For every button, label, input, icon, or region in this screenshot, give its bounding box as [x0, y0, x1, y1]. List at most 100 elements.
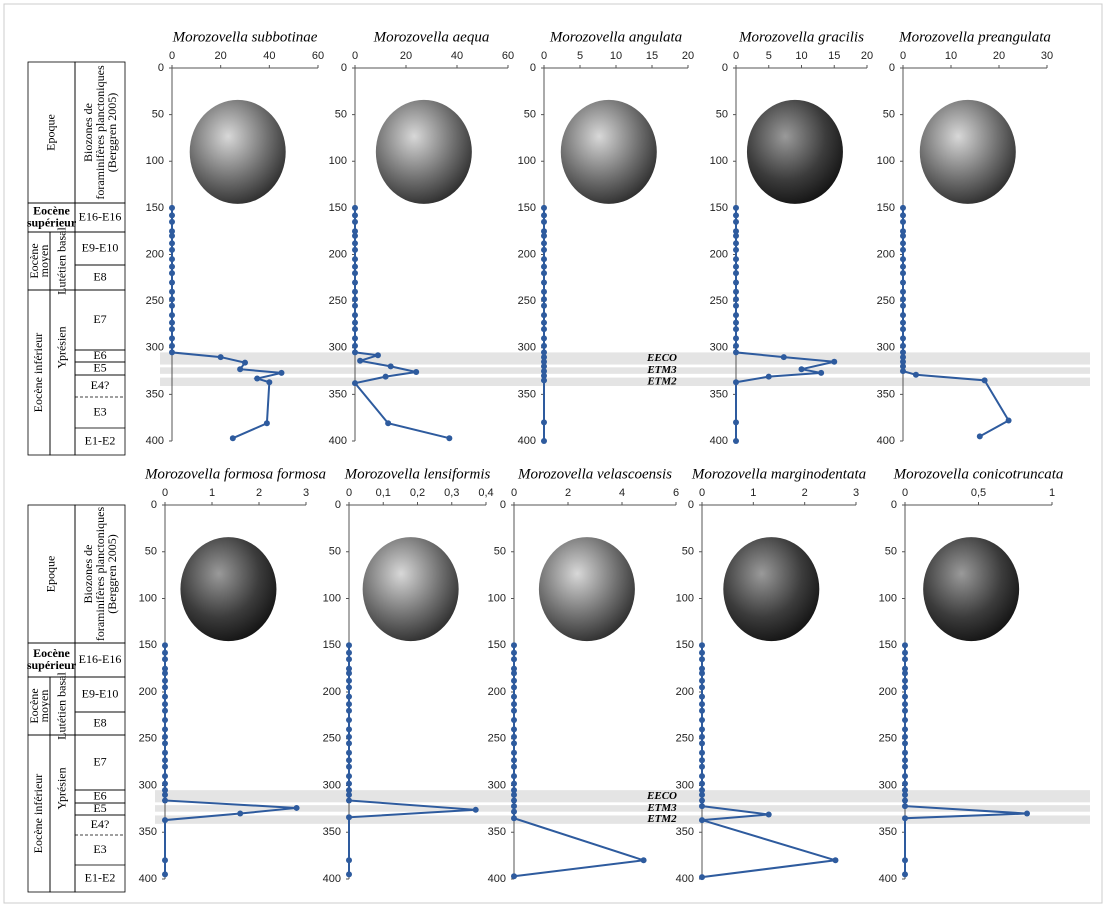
- data-point: [162, 740, 168, 747]
- data-point: [541, 438, 547, 444]
- data-point: [346, 693, 352, 700]
- x-tick-label: 20: [861, 50, 873, 62]
- data-line: [171, 207, 282, 440]
- data-point: [346, 717, 352, 724]
- y-tick-label: 50: [885, 546, 897, 558]
- data-point: [511, 677, 517, 684]
- y-tick-label: 200: [139, 686, 157, 698]
- zone-label: E3: [93, 842, 106, 856]
- y-tick-label: 200: [146, 248, 164, 260]
- data-point: [902, 707, 908, 714]
- data-point: [733, 256, 739, 263]
- data-line: [701, 645, 836, 879]
- y-tick-label: 150: [676, 639, 694, 651]
- chart-title: Morozovella velascoensis: [517, 466, 672, 482]
- y-tick-label: 350: [488, 826, 506, 838]
- y-tick-label: 0: [722, 62, 728, 74]
- data-point: [254, 375, 261, 382]
- zone-label: E9-E10: [82, 686, 119, 700]
- data-point: [346, 665, 352, 672]
- y-tick-label: 400: [518, 435, 536, 447]
- epoch-label: Eocène: [27, 688, 41, 723]
- data-point: [900, 218, 906, 225]
- y-tick-label: 300: [676, 779, 694, 791]
- data-point: [900, 312, 906, 319]
- data-point: [352, 319, 358, 326]
- data-point: [902, 656, 908, 663]
- x-tick-label: 15: [828, 50, 840, 62]
- data-point: [900, 240, 906, 247]
- data-point: [900, 232, 906, 239]
- data-point: [902, 684, 908, 691]
- data-point: [900, 270, 906, 277]
- data-point: [169, 342, 175, 349]
- data-point: [387, 363, 394, 370]
- data-point: [780, 354, 787, 361]
- data-point: [511, 642, 517, 649]
- data-point: [900, 296, 906, 303]
- data-point: [511, 707, 517, 714]
- data-point: [162, 649, 168, 656]
- y-tick-label: 0: [151, 499, 157, 511]
- y-tick-label: 300: [139, 779, 157, 791]
- data-point: [733, 232, 739, 239]
- data-point: [900, 354, 906, 361]
- data-point: [352, 270, 358, 277]
- data-point: [699, 740, 705, 747]
- data-point: [900, 319, 906, 326]
- data-point: [541, 218, 547, 225]
- biozone-header: Biozones de: [81, 103, 95, 162]
- data-point: [346, 787, 352, 794]
- data-point: [902, 791, 908, 798]
- data-point: [169, 349, 175, 356]
- x-tick-label: 0,1: [376, 487, 391, 499]
- data-point: [511, 684, 517, 691]
- data-point: [511, 649, 517, 656]
- y-tick-label: 150: [139, 639, 157, 651]
- y-tick-label: 400: [879, 873, 897, 885]
- data-point: [541, 342, 547, 349]
- x-tick-label: 10: [945, 50, 957, 62]
- data-point: [699, 791, 705, 798]
- stage-label: Yprésien: [54, 767, 68, 809]
- data-point: [511, 665, 517, 672]
- x-tick-label: 3: [853, 487, 859, 499]
- y-tick-label: 50: [494, 546, 506, 558]
- data-line: [348, 645, 476, 875]
- x-tick-label: 0: [352, 50, 358, 62]
- x-tick-label: 20: [993, 50, 1005, 62]
- data-point: [511, 797, 517, 804]
- zone-label: E4?: [91, 378, 110, 392]
- stage-label: Lutétien basal: [54, 227, 68, 295]
- data-point: [162, 871, 168, 878]
- zone-label: E5: [93, 801, 106, 815]
- data-point: [900, 363, 906, 370]
- data-point: [902, 749, 908, 756]
- y-tick-label: 350: [877, 388, 895, 400]
- data-point: [699, 803, 705, 810]
- data-point: [162, 677, 168, 684]
- data-point: [169, 246, 175, 253]
- data-point: [511, 701, 517, 708]
- data-point: [162, 670, 168, 677]
- data-point: [902, 677, 908, 684]
- y-tick-label: 200: [488, 686, 506, 698]
- data-line: [164, 645, 297, 875]
- data-point: [511, 656, 517, 663]
- y-tick-label: 350: [710, 388, 728, 400]
- y-tick-label: 150: [879, 639, 897, 651]
- event-label: EECO: [646, 790, 677, 802]
- data-point: [902, 763, 908, 770]
- data-point: [346, 773, 352, 780]
- y-tick-label: 300: [323, 779, 341, 791]
- data-point: [541, 358, 547, 365]
- y-tick-label: 250: [139, 733, 157, 745]
- epoch-label: moyen: [37, 690, 51, 723]
- data-point: [352, 232, 358, 239]
- data-point: [900, 212, 906, 219]
- data-point: [832, 857, 839, 864]
- data-point: [733, 342, 739, 349]
- zone-label: E1-E2: [85, 433, 116, 447]
- data-point: [900, 302, 906, 309]
- frame: [3, 3, 1103, 904]
